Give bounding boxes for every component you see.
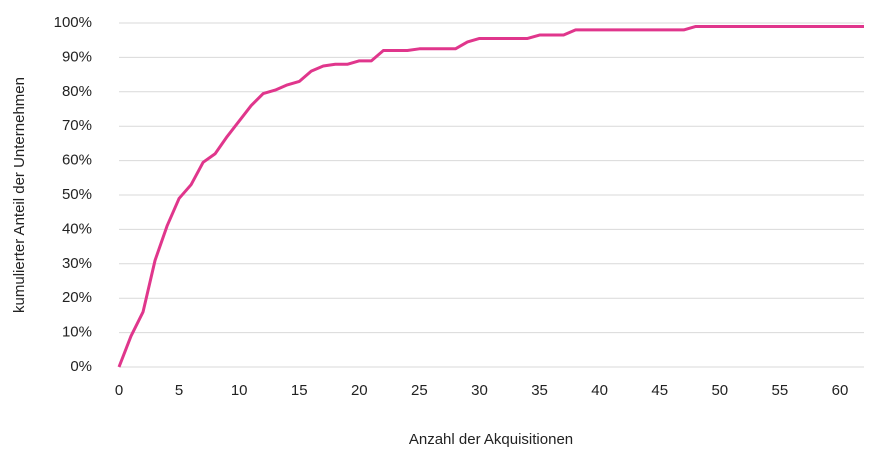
y-tick-label: 10% xyxy=(62,324,92,341)
y-tick-label: 90% xyxy=(62,48,92,65)
x-tick-label: 30 xyxy=(471,382,488,399)
y-tick-label: 30% xyxy=(62,255,92,272)
x-tick-label: 50 xyxy=(711,382,728,399)
x-tick-label: 10 xyxy=(231,382,248,399)
x-tick-label: 60 xyxy=(832,382,849,399)
y-tick-label: 70% xyxy=(62,117,92,134)
x-tick-label: 25 xyxy=(411,382,428,399)
y-tick-label: 60% xyxy=(62,152,92,169)
x-tick-label: 55 xyxy=(772,382,789,399)
y-tick-label: 40% xyxy=(62,220,92,237)
x-axis-label: Anzahl der Akquisitionen xyxy=(409,431,573,448)
x-tick-label: 5 xyxy=(175,382,183,399)
data-line xyxy=(117,24,864,368)
x-tick-label: 40 xyxy=(591,382,608,399)
x-tick-label: 20 xyxy=(351,382,368,399)
y-tick-label: 100% xyxy=(54,14,92,31)
x-tick-label: 15 xyxy=(291,382,308,399)
y-axis-label: kumulierter Anteil der Unternehmen xyxy=(11,77,28,313)
x-tick-label: 45 xyxy=(651,382,668,399)
y-tick-label: 0% xyxy=(70,358,92,375)
x-tick-label: 0 xyxy=(115,382,123,399)
y-tick-label: 80% xyxy=(62,83,92,100)
y-tick-label: 20% xyxy=(62,289,92,306)
y-tick-label: 50% xyxy=(62,186,92,203)
x-tick-label: 35 xyxy=(531,382,548,399)
